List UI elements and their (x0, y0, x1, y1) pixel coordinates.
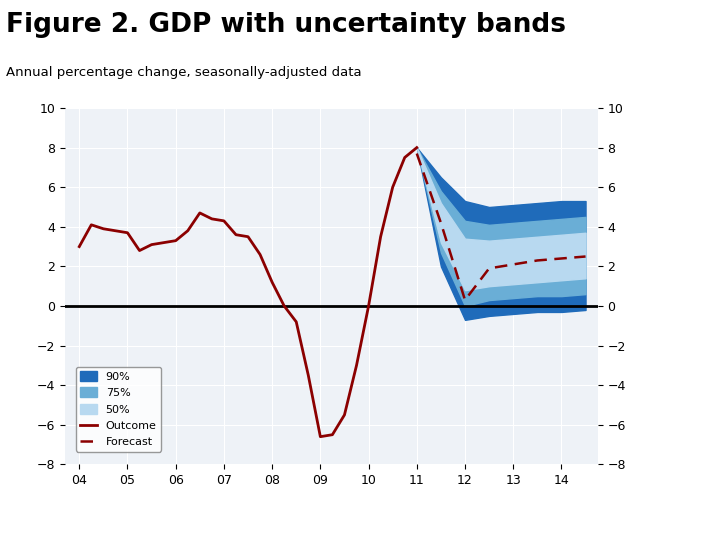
Legend: 90%, 75%, 50%, Outcome, Forecast: 90%, 75%, 50%, Outcome, Forecast (76, 367, 161, 452)
Text: Note. The uncertainty bands are based on the Riksbank’s historical forecasting e: Note. The uncertainty bands are based on… (14, 494, 534, 513)
Text: SVERIGES
RIKSBANK: SVERIGES RIKSBANK (636, 66, 681, 85)
Text: Figure 2. GDP with uncertainty bands: Figure 2. GDP with uncertainty bands (6, 12, 566, 38)
Text: Sources: Statistics Sweden
and the Riksbank: Sources: Statistics Sweden and the Riksb… (526, 494, 657, 515)
Text: Annual percentage change, seasonally-adjusted data: Annual percentage change, seasonally-adj… (6, 66, 361, 79)
